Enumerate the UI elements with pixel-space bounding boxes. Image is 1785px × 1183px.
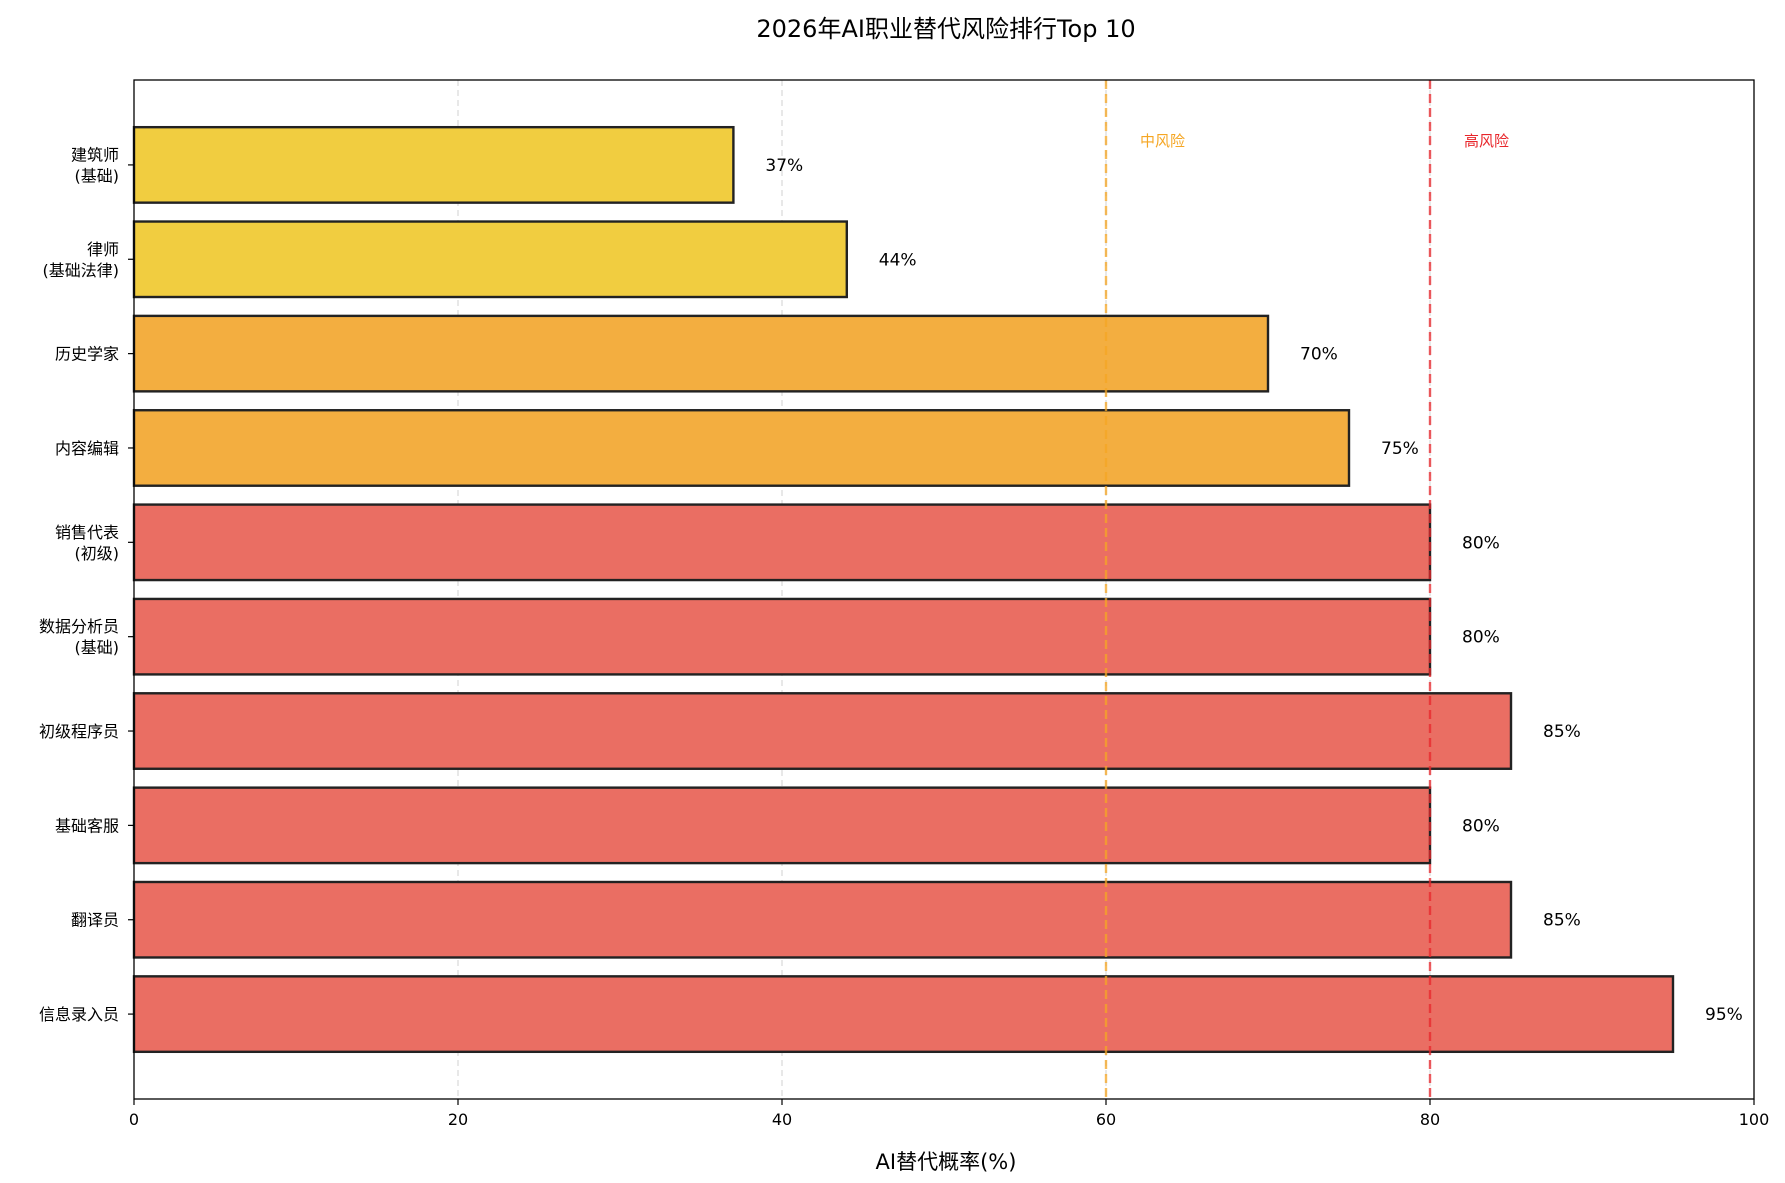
bar xyxy=(132,786,1432,865)
category-label: 数据分析员 xyxy=(39,617,119,636)
category-label: 内容编辑 xyxy=(55,439,119,458)
value-label: 80% xyxy=(1462,628,1500,648)
value-label: 85% xyxy=(1543,722,1581,742)
value-label: 75% xyxy=(1381,439,1419,459)
x-tick-label: 40 xyxy=(772,1110,792,1129)
category-label: (基础) xyxy=(75,638,120,657)
bar xyxy=(132,125,735,204)
bar xyxy=(132,975,1675,1054)
value-label: 70% xyxy=(1300,345,1338,365)
category-label: 历史学家 xyxy=(55,345,119,364)
category-label: (基础法律) xyxy=(43,261,120,280)
value-label: 44% xyxy=(879,250,917,270)
value-label: 85% xyxy=(1543,911,1581,931)
bar xyxy=(132,314,1270,393)
bar xyxy=(132,220,848,299)
category-label: 建筑师 xyxy=(71,145,119,164)
value-label: 80% xyxy=(1462,533,1500,553)
bar xyxy=(132,503,1432,582)
category-label: 销售代表 xyxy=(55,523,119,542)
plot-frame xyxy=(133,79,1755,1100)
bar xyxy=(132,409,1351,487)
bar xyxy=(132,597,1432,676)
x-axis-ticks: 0 20 40 60 80 100 xyxy=(129,1099,1769,1129)
value-labels: 37% 44% 70% 75% 80% 80% 85% 80% 85% 95% xyxy=(765,156,1742,1025)
x-axis-label: AI替代概率(%) xyxy=(876,1150,1017,1174)
value-label: 95% xyxy=(1705,1005,1743,1025)
x-tick-label: 100 xyxy=(1739,1110,1770,1129)
category-label: (基础) xyxy=(75,166,120,185)
bars xyxy=(132,125,1675,1054)
category-label: 信息录入员 xyxy=(39,1005,119,1024)
bar xyxy=(132,880,1513,959)
chart-title: 2026年AI职业替代风险排行Top 10 xyxy=(756,15,1135,43)
threshold-lines: 中风险 高风险 xyxy=(1104,80,1509,1099)
x-tick-label: 80 xyxy=(1420,1110,1440,1129)
category-label: 律师 xyxy=(87,240,119,259)
x-tick-label: 20 xyxy=(448,1110,468,1129)
value-label: 80% xyxy=(1462,816,1500,836)
x-tick-label: 0 xyxy=(129,1110,139,1129)
threshold-label: 高风险 xyxy=(1464,132,1509,150)
category-label: 基础客服 xyxy=(55,816,119,835)
x-tick-label: 60 xyxy=(1096,1110,1116,1129)
category-label: (初级) xyxy=(75,544,120,563)
category-label: 翻译员 xyxy=(71,911,119,930)
category-label: 初级程序员 xyxy=(39,722,119,741)
value-label: 37% xyxy=(765,156,803,176)
bar xyxy=(132,692,1513,770)
threshold-label: 中风险 xyxy=(1140,132,1185,150)
